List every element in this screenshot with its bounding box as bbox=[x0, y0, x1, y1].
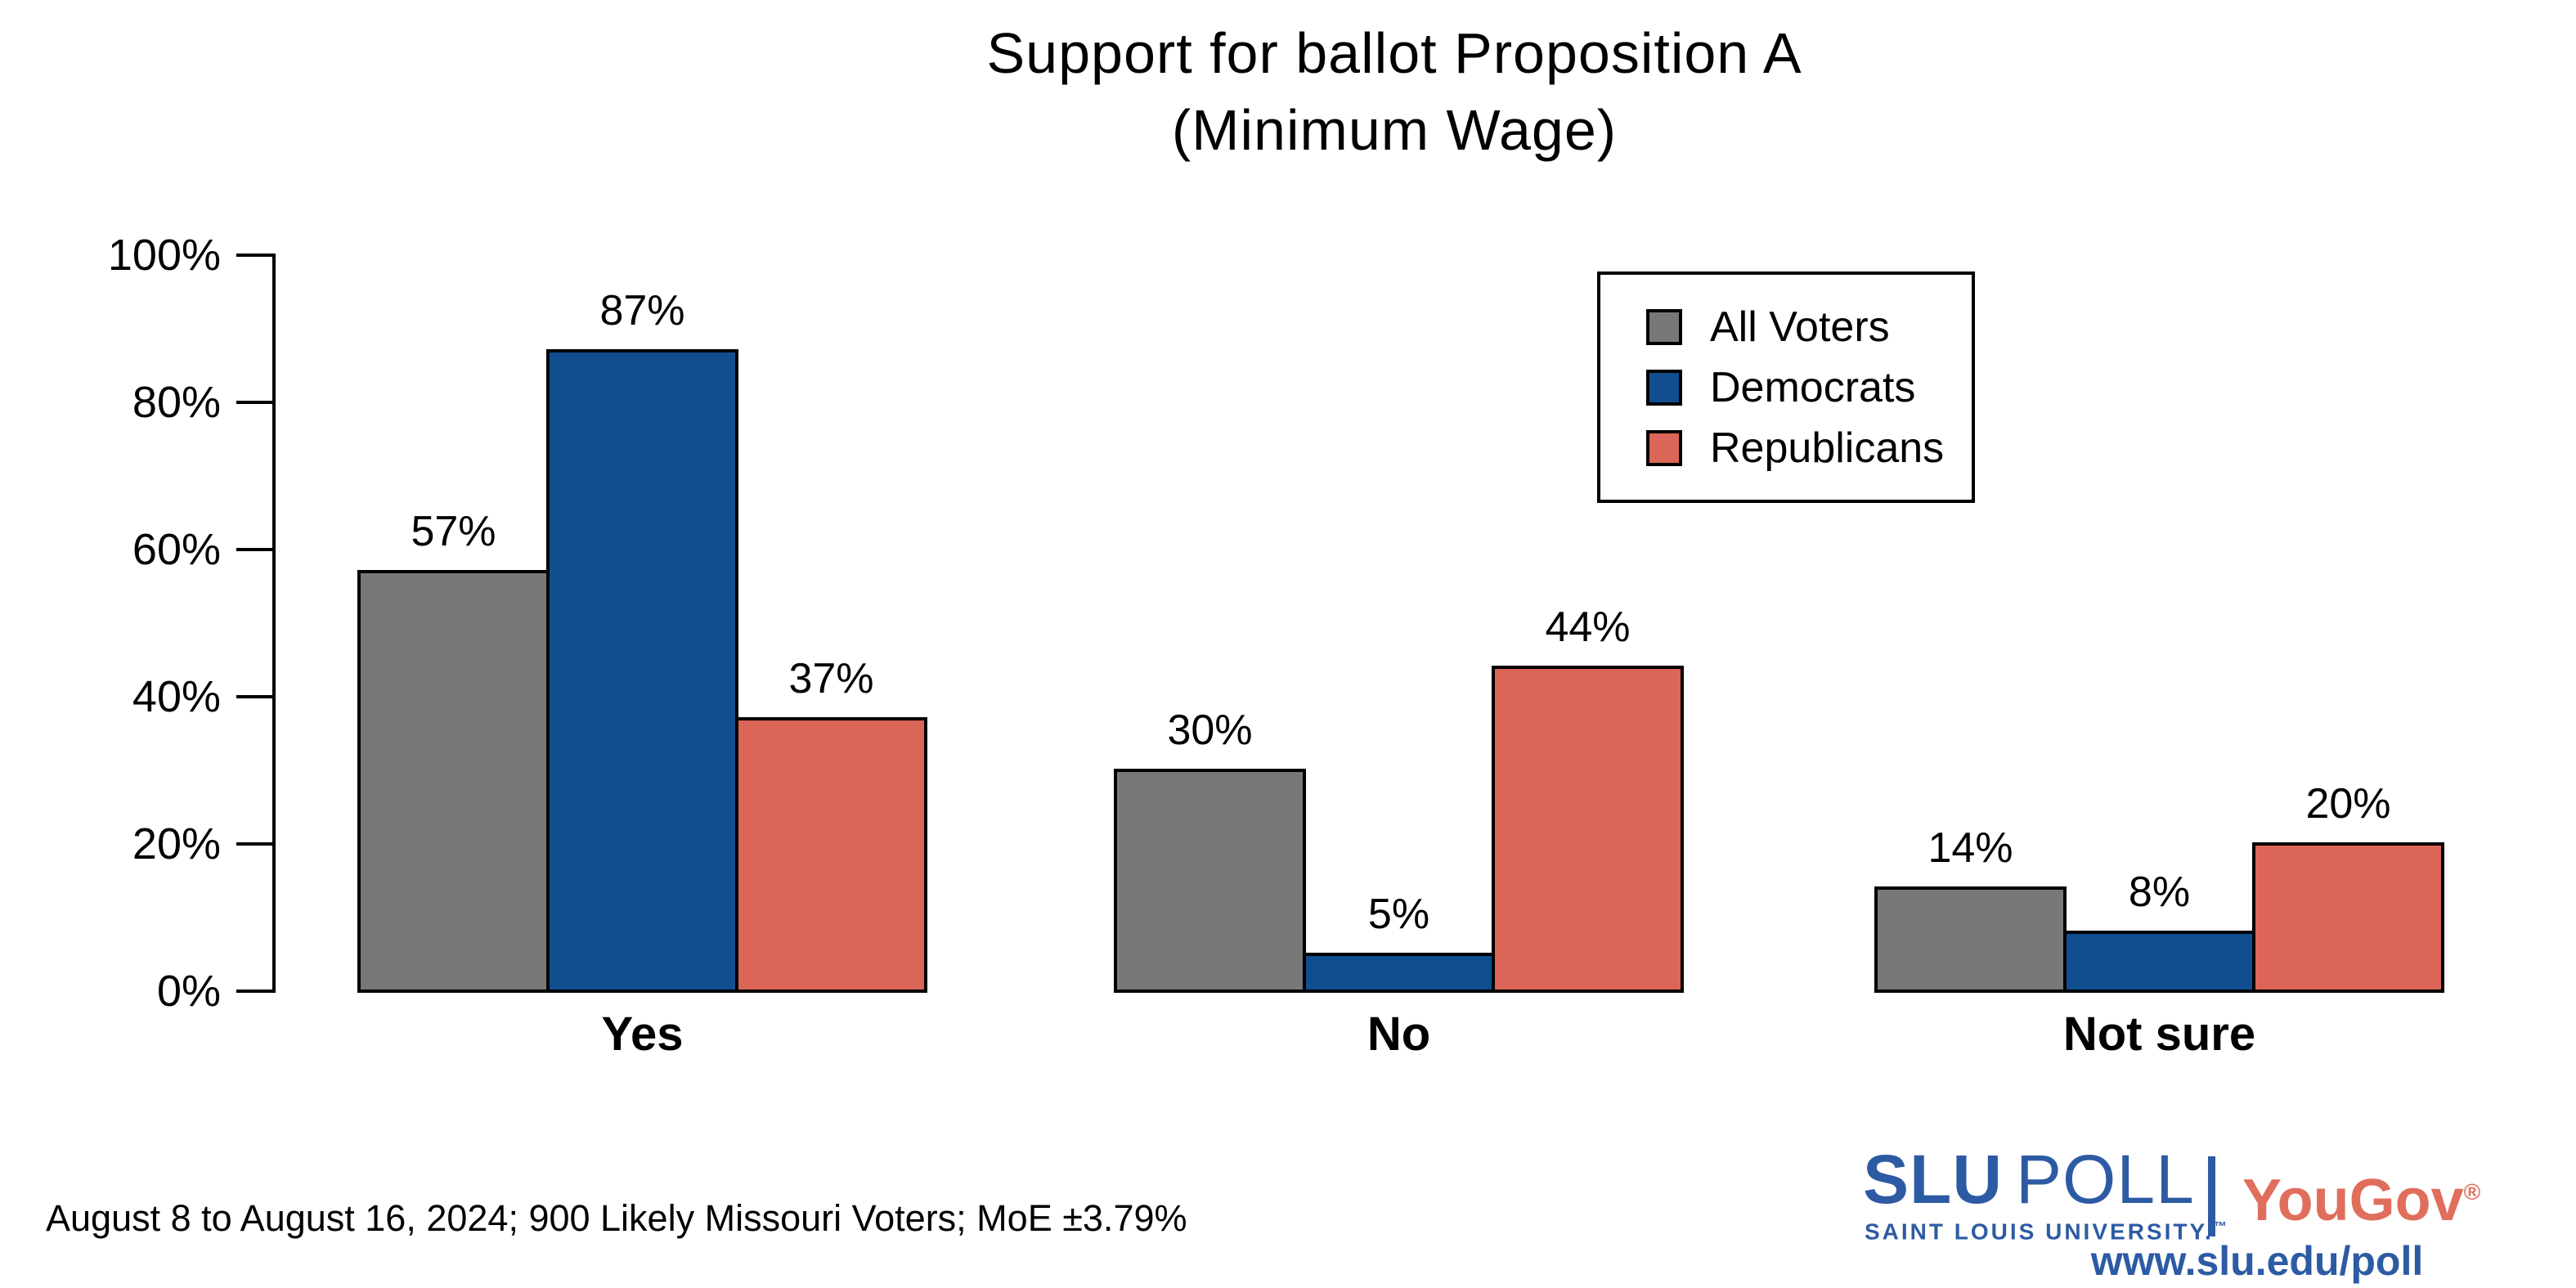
brand-divider bbox=[2208, 1156, 2215, 1236]
bar-republicans bbox=[735, 717, 927, 993]
poll-logo-word: POLL bbox=[2016, 1141, 2195, 1218]
y-axis-tick bbox=[236, 254, 275, 257]
bar-value-label: 30% bbox=[1167, 707, 1253, 754]
x-axis-category-label: No bbox=[1367, 1008, 1431, 1061]
y-axis-tick-label: 60% bbox=[132, 525, 221, 574]
chart-title: Support for ballot Proposition A (Minimu… bbox=[213, 15, 2576, 168]
y-axis-tick-label: 100% bbox=[107, 231, 221, 280]
y-axis-tick bbox=[236, 695, 275, 698]
bar-value-label: 87% bbox=[599, 287, 685, 334]
legend: All Voters Democrats Republicans bbox=[1597, 272, 1975, 503]
bar-democrats bbox=[2063, 931, 2255, 993]
y-axis-tick-label: 80% bbox=[132, 378, 221, 427]
legend-row: Democrats bbox=[1646, 366, 1972, 409]
legend-swatch-icon bbox=[1646, 429, 1682, 466]
legend-row: All Voters bbox=[1646, 306, 1972, 348]
y-axis-tick bbox=[236, 401, 275, 404]
y-axis-tick-label: 0% bbox=[156, 967, 221, 1016]
footnote: August 8 to August 16, 2024; 900 Likely … bbox=[46, 1197, 1187, 1239]
bar-value-label: 14% bbox=[1928, 824, 2013, 872]
slu-university-subtext: SAINT LOUIS UNIVERSITY.™ bbox=[1865, 1215, 2229, 1244]
bar-value-label: 8% bbox=[2128, 868, 2191, 916]
trademark-mark: ™ bbox=[2213, 1220, 2229, 1234]
slu-poll-url: www.slu.edu/poll bbox=[2090, 1238, 2424, 1284]
bar-value-label: 5% bbox=[1367, 891, 1430, 938]
slu-poll-logo: SLU POLL bbox=[1863, 1145, 2195, 1214]
bar-democrats bbox=[1303, 953, 1495, 993]
bar-republicans bbox=[2252, 842, 2444, 993]
slu-logo-word: SLU bbox=[1863, 1141, 2003, 1218]
yougov-logo: YouGov® bbox=[2242, 1161, 2480, 1232]
y-axis-tick-label: 40% bbox=[132, 672, 221, 721]
bar-value-label: 37% bbox=[788, 655, 874, 702]
bar-all-voters bbox=[357, 570, 550, 993]
y-axis-tick bbox=[236, 990, 275, 993]
bar-value-label: 20% bbox=[2305, 780, 2391, 828]
bar-all-voters bbox=[1114, 769, 1306, 993]
legend-label: Democrats bbox=[1710, 363, 1916, 411]
chart-title-line1: Support for ballot Proposition A bbox=[986, 21, 1802, 85]
bar-republicans bbox=[1492, 666, 1684, 993]
y-axis-tick-label: 20% bbox=[132, 819, 221, 868]
chart-title-line2: (Minimum Wage) bbox=[1171, 98, 1618, 162]
bar-value-label: 44% bbox=[1545, 604, 1631, 651]
x-axis-category-label: Yes bbox=[601, 1008, 684, 1061]
legend-label: All Voters bbox=[1710, 303, 1890, 351]
y-axis-tick bbox=[236, 842, 275, 846]
registered-mark: ® bbox=[2463, 1179, 2481, 1205]
yougov-text: YouGov bbox=[2242, 1168, 2464, 1233]
slu-university-text: SAINT LOUIS UNIVERSITY. bbox=[1865, 1218, 2214, 1245]
bar-value-label: 57% bbox=[411, 508, 496, 555]
y-axis-line bbox=[272, 254, 276, 993]
legend-label: Republicans bbox=[1710, 424, 1945, 472]
bar-democrats bbox=[546, 349, 738, 993]
legend-swatch-icon bbox=[1646, 308, 1682, 345]
legend-swatch-icon bbox=[1646, 369, 1682, 406]
legend-row: Republicans bbox=[1646, 427, 1972, 469]
y-axis-tick bbox=[236, 548, 275, 551]
x-axis-category-label: Not sure bbox=[2062, 1008, 2256, 1061]
